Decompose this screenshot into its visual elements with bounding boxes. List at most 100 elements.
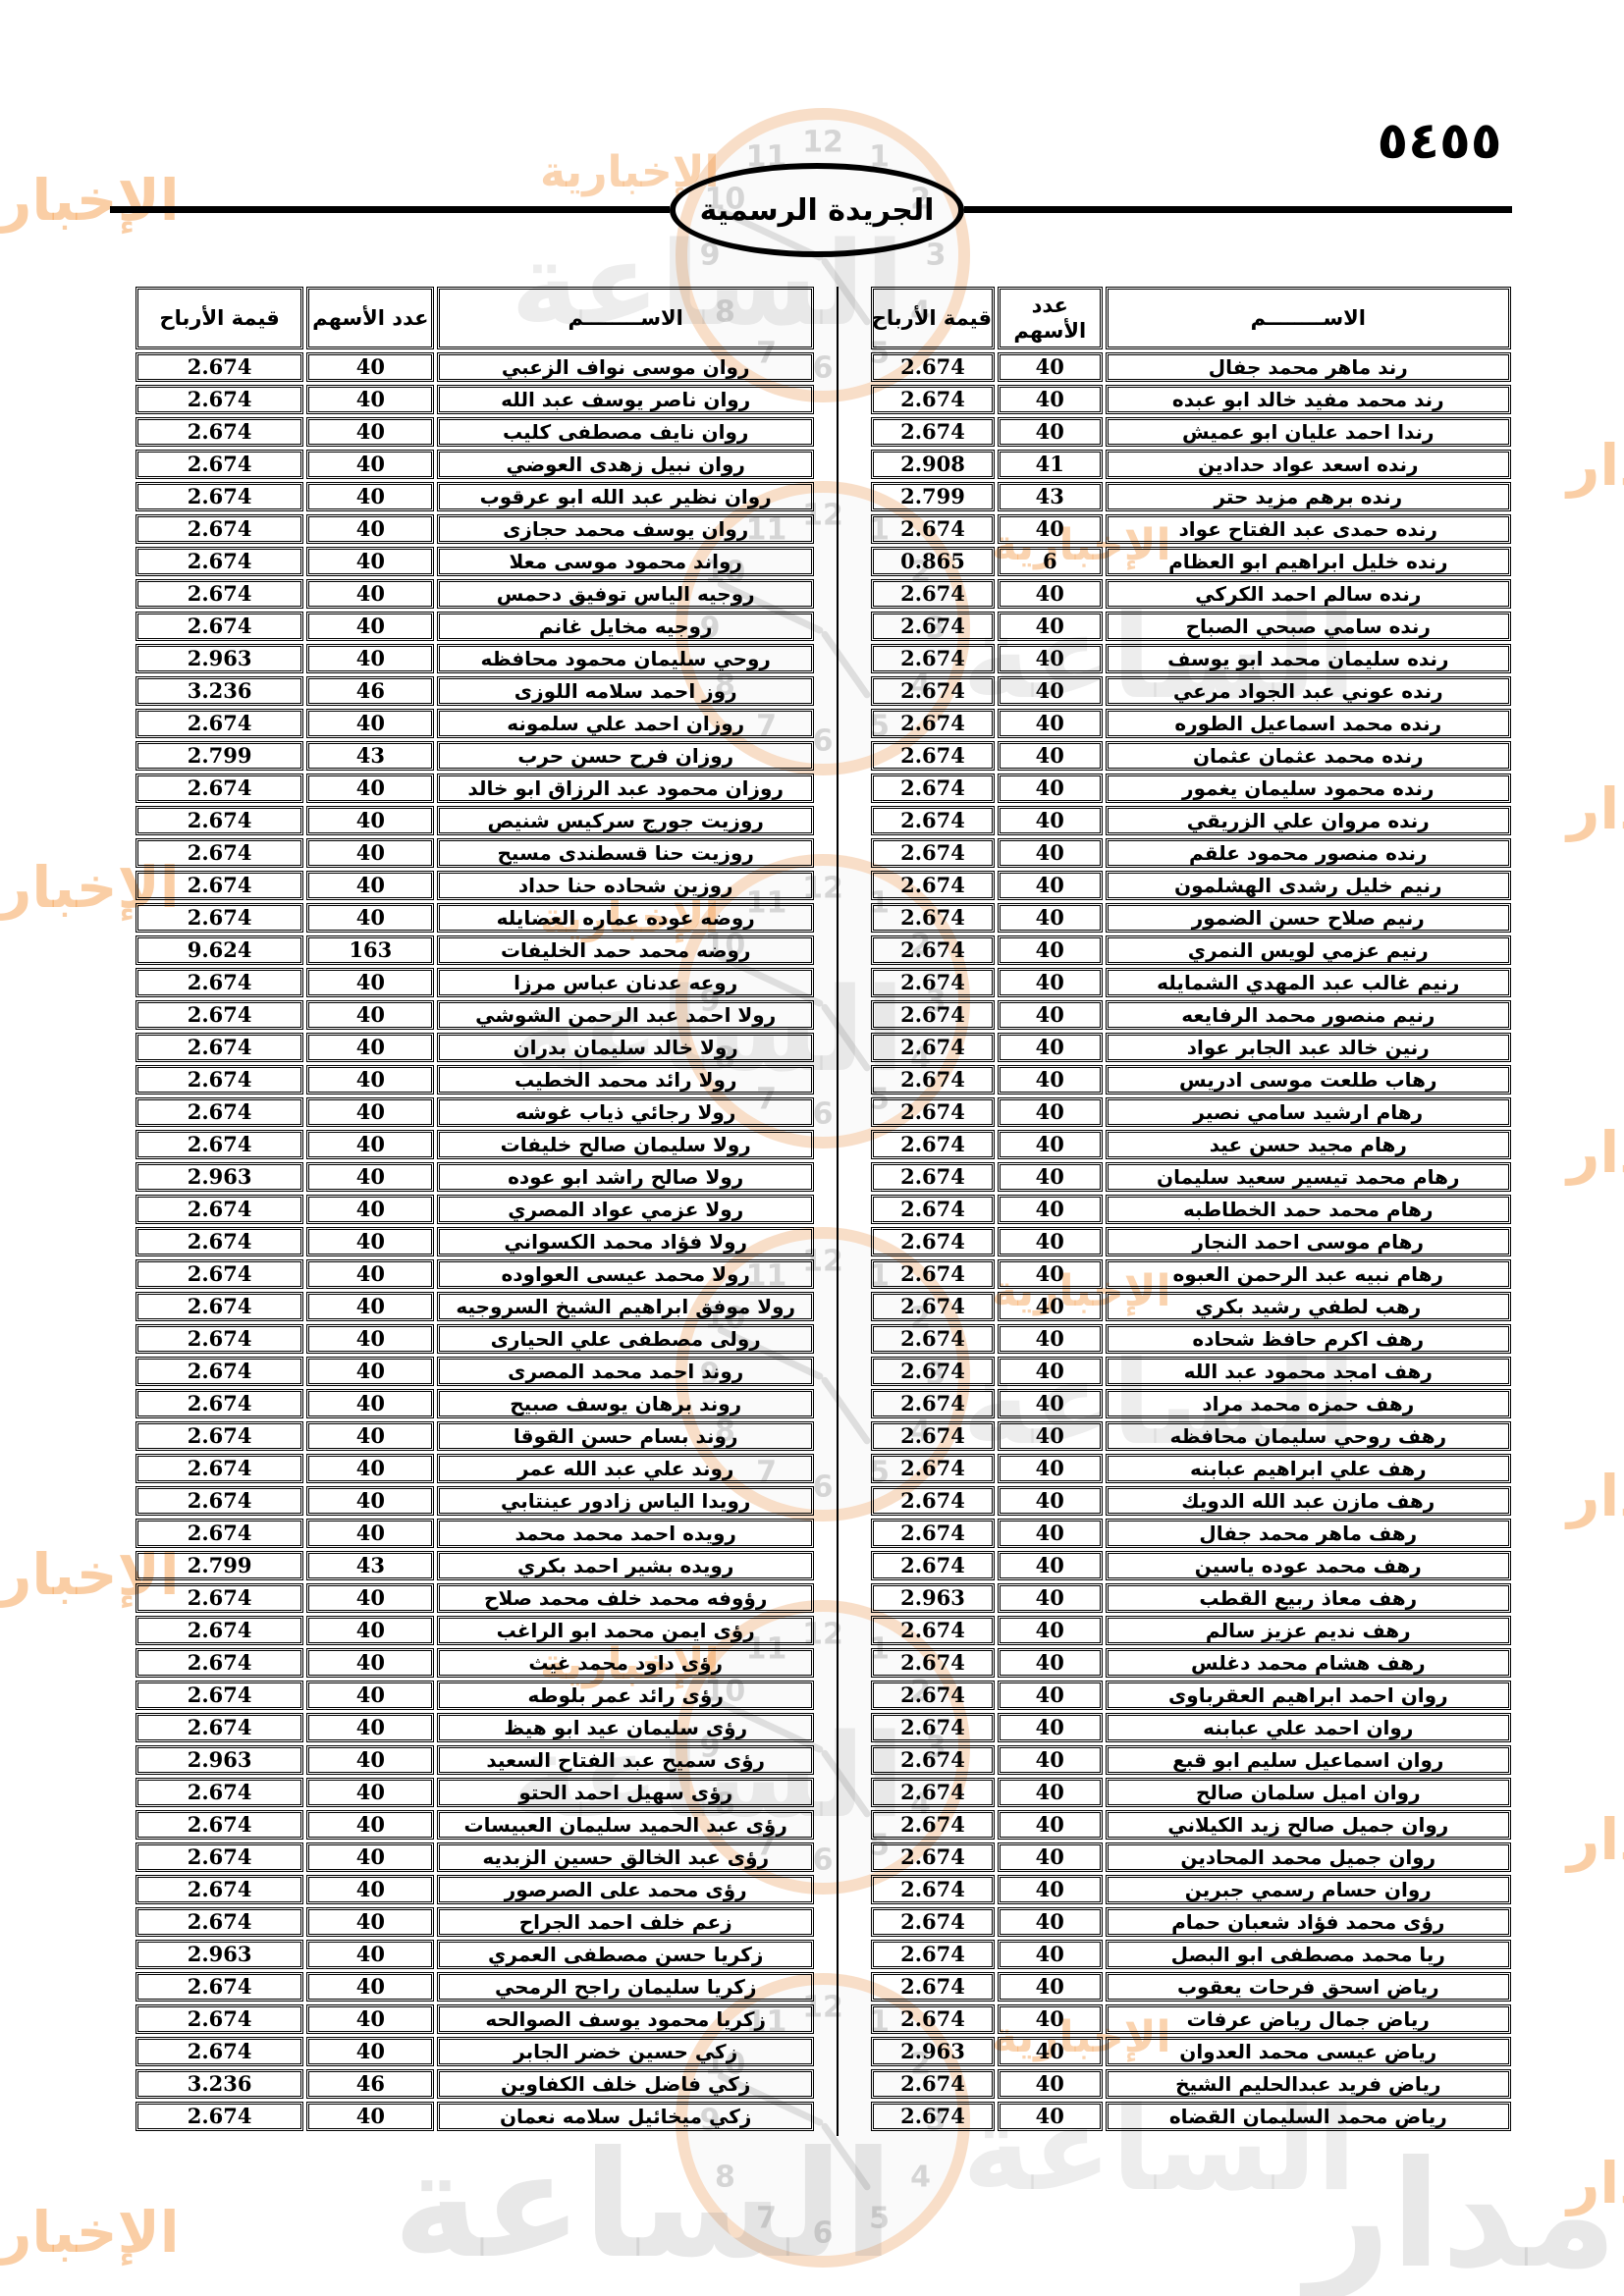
table-row: رولا سليمان صالح خليفات 40 2.674 — [135, 1130, 814, 1159]
table-row: رولا احمد عبد الرحمن الشوشي 40 2.674 — [135, 1000, 814, 1030]
profit-cell: 2.674 — [135, 1616, 304, 1645]
name-cell: زكريا محمود يوسف الصوالحه — [437, 2004, 814, 2034]
shares-cell: 43 — [306, 1551, 435, 1580]
table-row: روحي سليمان محمود محافظه 40 2.963 — [135, 644, 814, 673]
profit-cell: 2.674 — [871, 1421, 995, 1451]
table-row: رنده محمود سليمان يغمور 40 2.674 — [871, 774, 1511, 803]
shares-cell: 40 — [306, 1616, 435, 1645]
name-cell: رهف حمزه محمد مراد — [1105, 1389, 1511, 1418]
table-row: رنيم صلاح حسن الضمور 40 2.674 — [871, 903, 1511, 933]
table-row: رهف حمزه محمد مراد 40 2.674 — [871, 1389, 1511, 1418]
profit-cell: 2.674 — [871, 1097, 995, 1127]
shares-cell: 40 — [997, 514, 1103, 544]
shares-cell: 40 — [997, 968, 1103, 997]
shares-cell: 40 — [306, 450, 435, 479]
clock-number-watermark: 3 — [925, 238, 947, 273]
shares-cell: 40 — [306, 514, 435, 544]
shares-cell: 40 — [997, 1940, 1103, 1969]
table-row: رهف مازن عبد الله الدويك 40 2.674 — [871, 1486, 1511, 1516]
table-row: روان يوسف محمد حجازى 40 2.674 — [135, 514, 814, 544]
profit-cell: 2.674 — [871, 1907, 995, 1937]
table-row: رياض محمد السليمان القضاه 40 2.674 — [871, 2102, 1511, 2131]
shares-cell: 41 — [997, 450, 1103, 479]
name-cell: رنده محمد اسماعيل الطوره — [1105, 709, 1511, 738]
table-row: زكي حسين خضر الجابر 40 2.674 — [135, 2037, 814, 2066]
shares-cell: 40 — [997, 612, 1103, 641]
shares-cell: 40 — [306, 2004, 435, 2034]
table-row: رهاب طلعت موسى ادريس 40 2.674 — [871, 1065, 1511, 1095]
name-cell: رنيم غالب عبد المهدي الشمايله — [1105, 968, 1511, 997]
table-row: رنده برهم مزيد حتر 43 2.799 — [871, 482, 1511, 511]
name-cell: رهف علي ابراهيم عبابنه — [1105, 1454, 1511, 1483]
name-cell: رنده مروان علي الزريقي — [1105, 806, 1511, 835]
table-row: رهف علي ابراهيم عبابنه 40 2.674 — [871, 1454, 1511, 1483]
brand-word-edge-watermark: الإخبارية — [0, 2199, 180, 2266]
shares-column-header: عدد الأسهم — [306, 287, 435, 349]
table-row: رنيم غالب عبد المهدي الشمايله 40 2.674 — [871, 968, 1511, 997]
table-row: رهام نبيه عبد الرحمن العبوه 40 2.674 — [871, 1259, 1511, 1289]
profit-cell: 2.674 — [871, 1616, 995, 1645]
name-cell: رنيم منصور محمد الرفايعه — [1105, 1000, 1511, 1030]
name-cell: رولا احمد عبد الرحمن الشوشي — [437, 1000, 814, 1030]
profit-cell: 2.674 — [135, 612, 304, 641]
shares-cell: 40 — [997, 352, 1103, 382]
page-number: ٥٤٥٥ — [1377, 112, 1502, 171]
profit-cell: 2.674 — [135, 1810, 304, 1840]
name-cell: رهف هشام محمد دغلس — [1105, 1648, 1511, 1678]
profit-cell: 2.674 — [871, 1033, 995, 1062]
table-row: روضه محمد حمد الخليفات 163 9.624 — [135, 935, 814, 965]
name-cell: رؤى سهيل احمد الحتو — [437, 1778, 814, 1807]
shares-cell: 40 — [306, 1940, 435, 1969]
clock-number-watermark: 12 — [802, 125, 843, 160]
name-cell: رنده حمدى عبد الفتاح عواد — [1105, 514, 1511, 544]
profit-cell: 2.674 — [871, 838, 995, 868]
name-cell: روان جميل صالح زيد الكيلاني — [1105, 1810, 1511, 1840]
name-cell: روند بسام حسن القوقا — [437, 1421, 814, 1451]
name-cell: روان يوسف محمد حجازى — [437, 514, 814, 544]
table-row: رنده سالم احمد الكركي 40 2.674 — [871, 579, 1511, 609]
name-cell: زكريا سليمان راجح الرمحي — [437, 1972, 814, 2002]
name-cell: روضه محمد حمد الخليفات — [437, 935, 814, 965]
table-row: رنده عوني عبد الجواد مرعي 40 2.674 — [871, 676, 1511, 706]
shares-cell: 40 — [306, 1162, 435, 1192]
shares-cell: 40 — [997, 935, 1103, 965]
brand-word-edge-watermark: مدار — [1567, 2150, 1624, 2216]
shares-column-header: عدد الأسهم — [997, 287, 1103, 349]
profit-cell: 2.674 — [871, 806, 995, 835]
table-row: رياض فريد عبدالحليم الشيخ 40 2.674 — [871, 2069, 1511, 2099]
table-row: رولا محمد عيسى العواوده 40 2.674 — [135, 1259, 814, 1289]
name-cell: رؤى ايمن محمد ابو الراغب — [437, 1616, 814, 1645]
profit-cell: 2.674 — [871, 579, 995, 609]
name-cell: رهاب طلعت موسى ادريس — [1105, 1065, 1511, 1095]
shares-cell: 40 — [997, 1972, 1103, 2002]
profit-cell: 2.674 — [871, 1227, 995, 1256]
shares-cell: 40 — [306, 709, 435, 738]
table-row: زعم خلف احمد الجراح 40 2.674 — [135, 1907, 814, 1937]
name-cell: روجيه مخايل غانم — [437, 612, 814, 641]
profit-cell: 3.236 — [135, 676, 304, 706]
header-rule-left — [110, 206, 670, 213]
table-row: روان اميل سلمان صالح 40 2.674 — [871, 1778, 1511, 1807]
shares-cell: 40 — [306, 774, 435, 803]
shares-cell: 40 — [997, 1745, 1103, 1775]
name-cell: روزان فرح حسن حرب — [437, 741, 814, 771]
name-cell: رند ماهر محمد جفال — [1105, 352, 1511, 382]
shares-cell: 40 — [997, 417, 1103, 447]
brand-word-edge-watermark: مدار — [1567, 432, 1624, 499]
shares-cell: 40 — [306, 1421, 435, 1451]
clock-hand-watermark — [820, 256, 872, 327]
gazette-title-ellipse: الجريدة الرسمية — [670, 163, 964, 257]
table-row: رهف هشام محمد دغلس 40 2.674 — [871, 1648, 1511, 1678]
table-row: رنيم منصور محمد الرفايعه 40 2.674 — [871, 1000, 1511, 1030]
shares-cell: 40 — [306, 482, 435, 511]
brand-word-bottom-watermark: الساعة — [393, 2120, 894, 2291]
profit-cell: 2.674 — [135, 385, 304, 414]
profit-cell: 2.674 — [135, 514, 304, 544]
profit-cell: 2.674 — [871, 774, 995, 803]
shares-cell: 40 — [306, 1097, 435, 1127]
profit-cell: 2.674 — [135, 1033, 304, 1062]
profit-cell: 2.674 — [871, 1648, 995, 1678]
profit-cell: 2.674 — [871, 1454, 995, 1483]
table-row: روان نظير عبد الله ابو عرقوب 40 2.674 — [135, 482, 814, 511]
profit-cell: 2.674 — [871, 968, 995, 997]
